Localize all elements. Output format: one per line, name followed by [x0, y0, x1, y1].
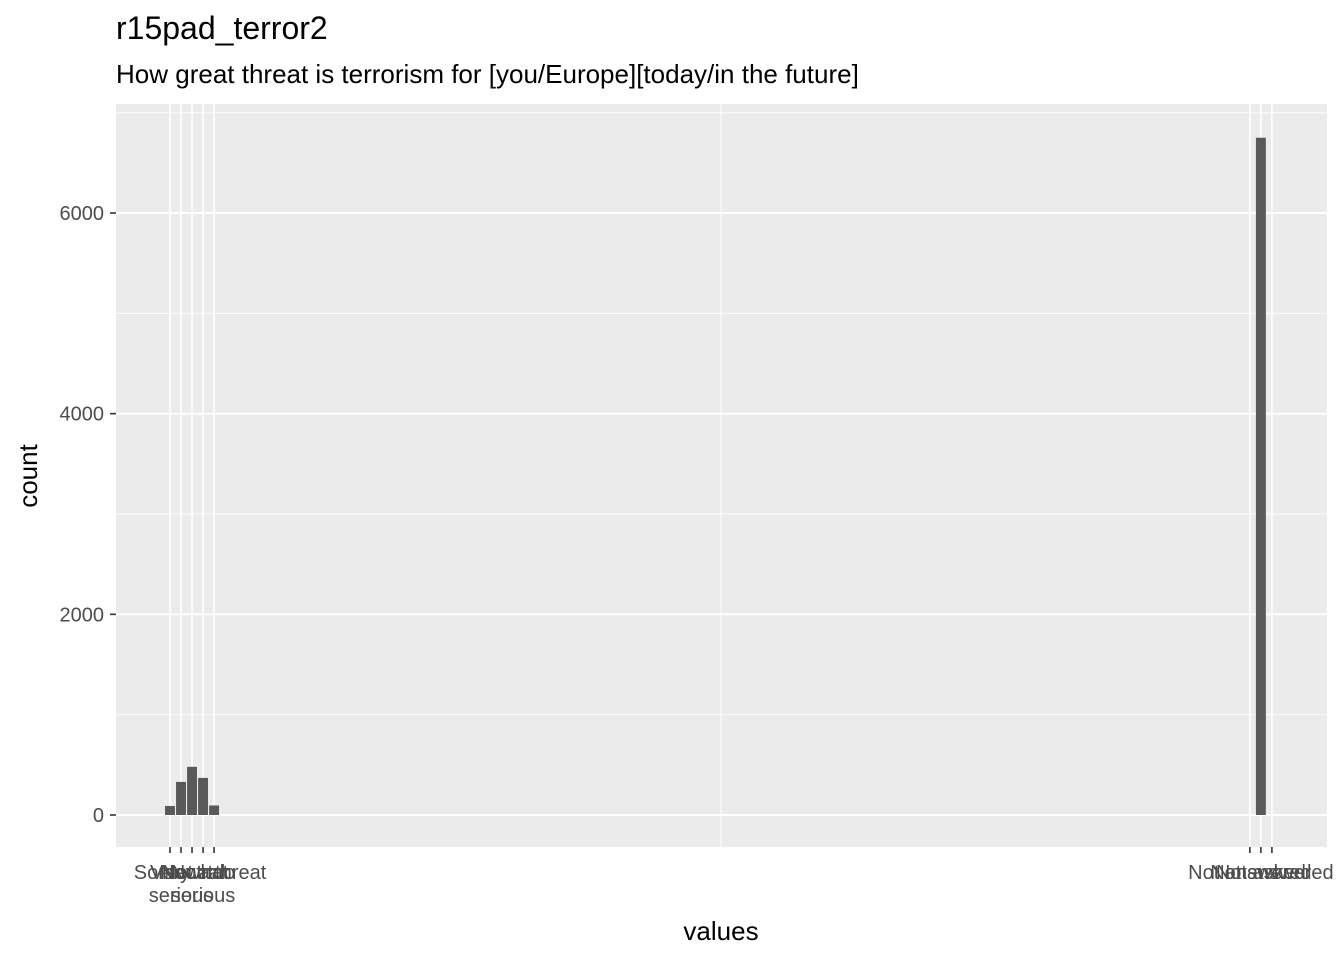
y-axis-title: count: [13, 443, 43, 507]
x-tick-label: serious: [171, 885, 235, 907]
bar: [1255, 137, 1266, 815]
chart-subtitle: How great threat is terrorism for [you/E…: [116, 59, 859, 89]
bars: [165, 137, 1266, 815]
y-tick-label: 4000: [60, 404, 105, 426]
bar: [209, 805, 220, 815]
x-tick-label: Somewhat: [134, 862, 229, 884]
x-tick-label: Not answered: [1188, 862, 1311, 884]
x-tick-label: Neutral: [160, 862, 224, 884]
y-tick-label: 6000: [60, 203, 105, 225]
x-tick-label: serious: [149, 885, 213, 907]
x-tick-label: Not answered: [1210, 862, 1333, 884]
x-tick-label: Not a threat: [162, 862, 267, 884]
y-tick-label: 2000: [60, 604, 105, 626]
chart-title: r15pad_terror2: [116, 10, 328, 46]
bar: [165, 805, 175, 815]
x-axis-title: values: [683, 916, 758, 946]
bar: [187, 766, 197, 815]
x-tick-label: Not too: [171, 862, 235, 884]
y-axis: 0 2000 4000 6000: [60, 203, 116, 827]
x-tick-label: Very: [150, 862, 190, 884]
plot-panel: [116, 104, 1327, 847]
bar: [198, 777, 209, 815]
bar: [176, 781, 186, 815]
x-tick-label: Not asked: [1216, 862, 1306, 884]
y-tick-label: 0: [93, 805, 104, 827]
